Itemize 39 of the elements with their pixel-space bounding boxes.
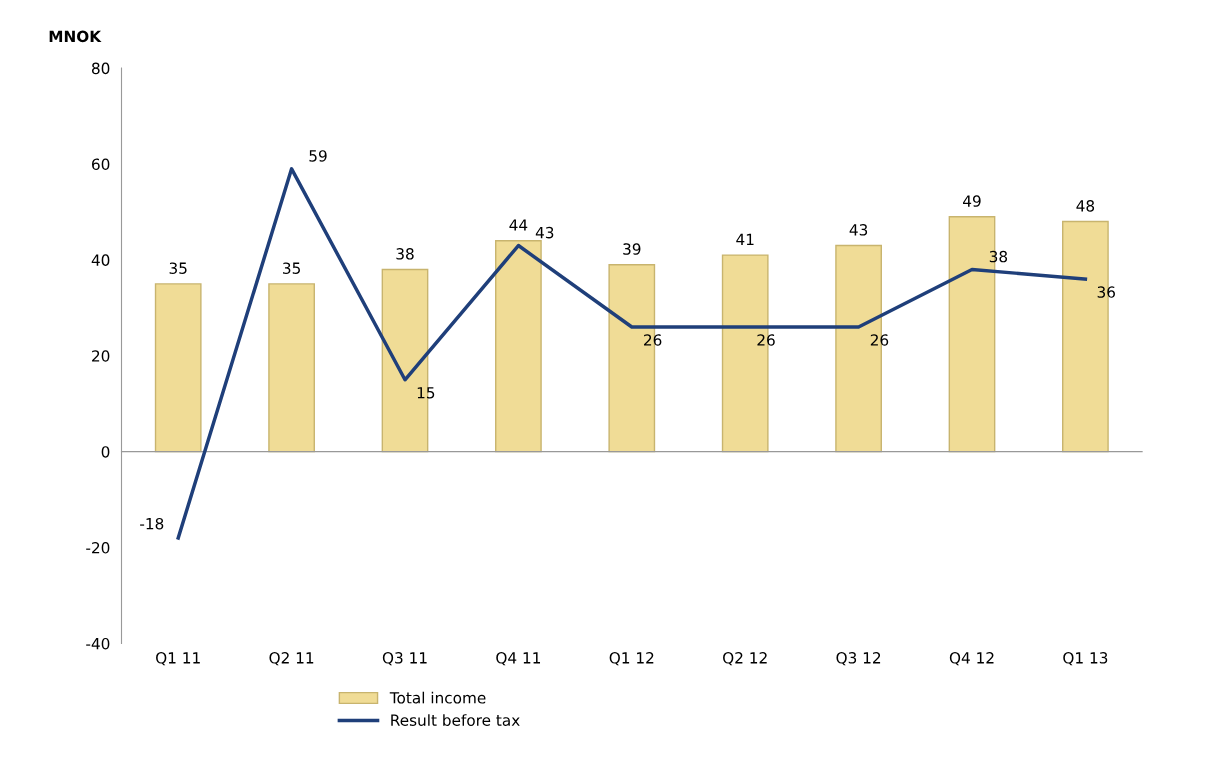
data-label: 15 (417, 387, 435, 399)
data-label: 48 (1076, 200, 1095, 212)
y-tick-label: 20 (92, 350, 110, 362)
data-label: 38 (396, 248, 414, 260)
y-tick-label: -20 (86, 542, 110, 554)
data-label: -18 (140, 517, 164, 530)
data-label: 49 (963, 195, 981, 207)
bar (495, 240, 542, 453)
data-label: 26 (870, 334, 889, 346)
y-tick-label: 80 (91, 62, 110, 75)
x-tick-label: Q1 11 (156, 652, 200, 666)
data-label: 35 (169, 262, 187, 274)
bar (268, 283, 315, 453)
y-axis-title: MNOK (49, 30, 102, 43)
data-label: 26 (644, 334, 662, 346)
x-tick-label: Q1 12 (609, 652, 654, 666)
data-label: 26 (757, 334, 775, 346)
data-label: 35 (283, 262, 300, 274)
x-tick-label: Q2 12 (723, 652, 767, 666)
x-tick-label: Q1 13 (1063, 652, 1108, 666)
legend-label: Total income (389, 691, 486, 704)
data-label: 44 (509, 219, 528, 231)
y-tick-label: 40 (91, 254, 110, 266)
y-tick-label: -40 (86, 637, 110, 650)
data-label: 43 (535, 226, 554, 239)
x-tick-label: Q2 11 (269, 652, 314, 666)
data-label: 41 (736, 233, 754, 245)
x-tick-label: Q3 11 (382, 652, 427, 666)
x-tick-label: Q4 11 (496, 652, 541, 666)
y-tick-label: 0 (101, 446, 110, 458)
bar (154, 283, 202, 453)
y-tick-label: 60 (92, 158, 110, 171)
data-label: 39 (623, 243, 641, 255)
legend-label: Result before tax (391, 714, 520, 726)
data-label: 43 (849, 224, 868, 236)
x-tick-label: Q4 12 (949, 652, 994, 666)
x-tick-label: Q3 12 (836, 652, 881, 666)
data-label: 59 (309, 150, 327, 162)
data-label: 36 (1097, 286, 1115, 298)
